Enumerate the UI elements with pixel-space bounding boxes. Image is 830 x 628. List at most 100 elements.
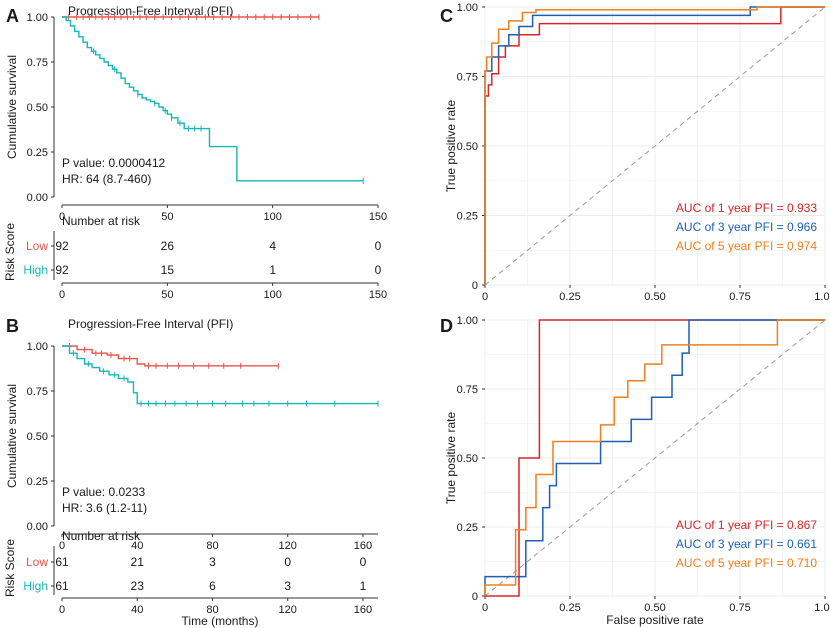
risk-x-tick-label: 120	[279, 604, 297, 616]
chance-diagonal	[484, 319, 826, 597]
legend-entry-auc3: AUC of 3 year PFI = 0.966	[676, 220, 817, 234]
risk-x-tick-label: 80	[206, 604, 218, 616]
risk-x-tick-label: 160	[354, 604, 372, 616]
roc-curve-auc3	[484, 319, 825, 596]
x-tick-label: 100	[263, 211, 281, 223]
panel-C: C 00 0.25 0.25 0.50 0.50 0.75 0.75 1.00 1.00 AUC o…	[440, 2, 830, 303]
risk-count: 3	[284, 579, 291, 593]
risk-count: 23	[131, 579, 145, 593]
y-tick-label: 0.75	[457, 72, 478, 84]
chart-title: Progression-Free Interval (PFI)	[68, 4, 233, 18]
risk-x-tick-label: 150	[369, 289, 387, 301]
risk-count: 0	[375, 263, 382, 277]
risk-count: 21	[131, 555, 145, 569]
risk-count: 1	[360, 579, 367, 593]
y-tick-label: 0.25	[457, 211, 478, 223]
roc-curve-auc5	[484, 319, 825, 596]
legend-entry-auc1: AUC of 1 year PFI = 0.867	[676, 518, 817, 532]
y-tick-label: 0.75	[27, 57, 48, 69]
x-tick-label: 80	[206, 540, 218, 552]
x-tick-label: 0.50	[644, 602, 665, 614]
risk-count: 0	[284, 555, 291, 569]
x-tick-label: 0.75	[729, 291, 750, 303]
risk-row-label-low: Low	[26, 555, 48, 569]
risk-count: 1	[269, 263, 276, 277]
risk-count: 3	[209, 555, 216, 569]
p-value: P value: 0.0233	[62, 485, 146, 499]
roc-curve-auc1	[484, 6, 825, 285]
y-tick-label: 0.50	[457, 141, 478, 153]
risk-count: 0	[375, 239, 382, 253]
chart-title: Progression-Free Interval (PFI)	[68, 317, 233, 331]
x-tick-label: 120	[279, 540, 297, 552]
risk-x-tick-label: 100	[263, 289, 281, 301]
y-axis-title: True positive rate	[444, 412, 458, 505]
x-tick-label: 1.00	[814, 602, 830, 614]
y-tick-label: 0.75	[27, 386, 48, 398]
y-axis-title: Cumulative survival	[5, 384, 19, 488]
panel-B: B Progression-Free Interval (PFI) 0.00 0.25…	[3, 316, 379, 628]
y-tick-label: 0.25	[457, 522, 478, 534]
risk-x-tick-label: 0	[59, 604, 65, 616]
risk-count: 92	[55, 263, 69, 277]
x-tick-label: 50	[161, 211, 173, 223]
y-tick-label: 0.00	[27, 192, 48, 204]
roc-curve-auc1	[485, 319, 825, 597]
x-tick-label: 0	[482, 602, 488, 614]
x-tick-label: 0.75	[729, 602, 750, 614]
p-value: P value: 0.0000412	[62, 156, 166, 170]
x-axis-title: False positive rate	[606, 613, 704, 627]
x-tick-label: 0.25	[559, 602, 580, 614]
x-axis-title: Time (months)	[182, 614, 259, 628]
risk-count: 15	[161, 263, 175, 277]
x-tick-label: 0.50	[644, 291, 665, 303]
x-tick-label: 0	[482, 291, 488, 303]
panel-D: D 00 0.25 0.25 0.50 0.50 0.75 0.75 1.00 1.00 AUC o…	[440, 315, 830, 627]
y-tick-label: 0.50	[457, 453, 478, 465]
risk-row-label-high: High	[23, 579, 48, 593]
risk-x-tick-label: 50	[161, 289, 173, 301]
y-axis-title: Cumulative survival	[5, 55, 19, 159]
hazard-ratio: HR: 3.6 (1.2-11)	[62, 501, 147, 515]
risk-count: 4	[269, 239, 276, 253]
risk-count: 61	[55, 555, 69, 569]
x-tick-label: 1.00	[814, 291, 830, 303]
hazard-ratio: HR: 64 (8.7-460)	[62, 172, 151, 186]
x-tick-label: 0.25	[559, 291, 580, 303]
risk-count: 61	[55, 579, 69, 593]
panel-label: D	[440, 316, 453, 336]
legend-entry-auc5: AUC of 5 year PFI = 0.974	[676, 239, 817, 253]
x-tick-label: 160	[354, 540, 372, 552]
panel-label: B	[6, 316, 19, 336]
chance-diagonal	[484, 6, 826, 286]
risk-count: 0	[360, 555, 367, 569]
y-tick-label: 0.25	[27, 147, 48, 159]
risk-x-tick-label: 40	[131, 604, 143, 616]
x-tick-label: 0	[59, 211, 65, 223]
risk-count: 26	[161, 239, 175, 253]
y-tick-label: 0.25	[27, 476, 48, 488]
panel-A: A Progression-Free Interval (PFI) 0.00 0.25…	[3, 4, 387, 301]
y-tick-label: 1.00	[27, 12, 48, 24]
risk-table-title: Number at risk	[62, 214, 141, 228]
risk-table-title: Number at risk	[62, 529, 141, 543]
y-tick-label: 1.00	[27, 341, 48, 353]
y-tick-label: 0.75	[457, 384, 478, 396]
series-high-curve	[62, 16, 364, 182]
x-tick-label: 150	[369, 211, 387, 223]
risk-count: 6	[209, 579, 216, 593]
panel-label: A	[6, 6, 19, 26]
series-low-curve	[62, 345, 279, 367]
y-tick-label: 0.50	[27, 431, 48, 443]
y-tick-label: 1.00	[457, 2, 478, 14]
legend-entry-auc3: AUC of 3 year PFI = 0.661	[676, 537, 817, 551]
roc-curve-auc5	[484, 6, 825, 285]
x-tick-label: 40	[131, 540, 143, 552]
x-tick-label: 0	[59, 540, 65, 552]
panel-label: C	[440, 6, 453, 26]
risk-count: 92	[55, 239, 69, 253]
y-tick-label: 1.00	[457, 315, 478, 327]
legend-entry-auc5: AUC of 5 year PFI = 0.710	[676, 556, 817, 570]
risk-x-tick-label: 0	[59, 289, 65, 301]
